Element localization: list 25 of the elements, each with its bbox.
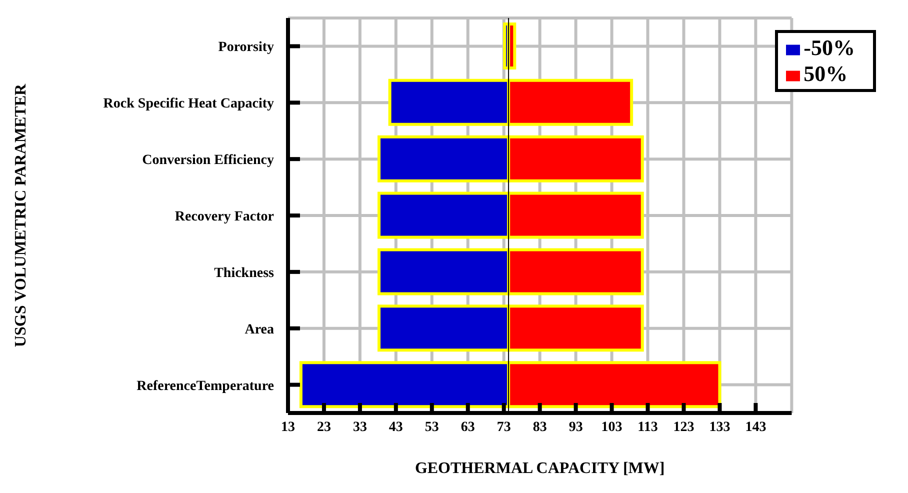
x-axis-title: GEOTHERMAL CAPACITY [MW] [414, 460, 665, 477]
x-tick-label: 43 [388, 420, 403, 435]
x-tick-label: 113 [638, 420, 658, 435]
x-tick-label: 23 [316, 420, 331, 435]
x-tick-label: 33 [352, 420, 367, 435]
legend-label: -50% [804, 35, 855, 60]
y-tick-label: Recovery Factor [174, 209, 274, 224]
y-tick-label: Area [244, 322, 274, 338]
x-tick-label: 83 [532, 420, 547, 435]
x-tick-label: 93 [568, 420, 583, 435]
x-tick-label: 73 [496, 420, 511, 435]
x-tick-label: 63 [460, 420, 475, 435]
y-tick-label: ReferenceTemperature [136, 378, 274, 394]
y-tick-label: Rock Specific Heat Capacity [103, 96, 274, 112]
y-axis-title: USGS VOLUMETRIC PARAMETER [12, 84, 30, 348]
x-tick-label: 53 [424, 420, 439, 435]
x-tick-label: 103 [601, 420, 622, 435]
x-tick-label: 123 [673, 420, 694, 435]
legend-label: 50% [804, 61, 848, 86]
y-tick-label: Pororsity [218, 40, 274, 56]
x-tick-label: 143 [745, 420, 766, 435]
y-tick-label: Thickness [214, 266, 275, 281]
y-tick-label: Conversion Efficiency [142, 153, 274, 168]
x-tick-label: 13 [281, 420, 295, 435]
x-tick-label: 133 [709, 420, 730, 435]
